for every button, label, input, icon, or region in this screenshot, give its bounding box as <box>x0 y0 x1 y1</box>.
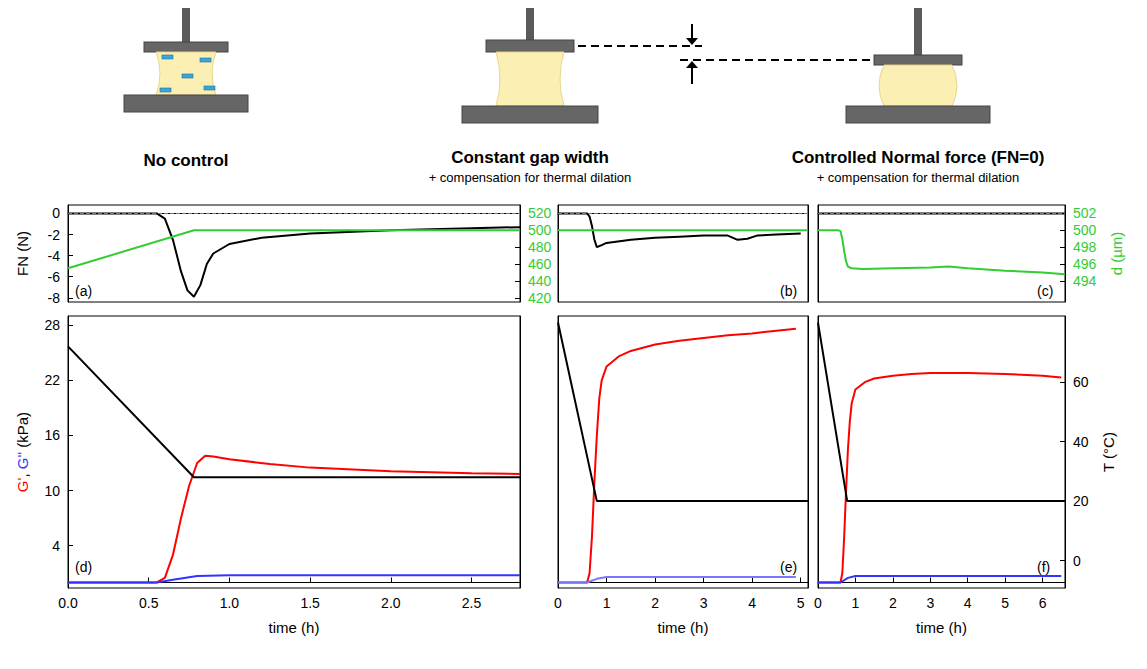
svg-text:-6: -6 <box>48 269 61 285</box>
svg-text:,: , <box>14 469 31 477</box>
svg-text:10: 10 <box>44 483 60 499</box>
svg-text:(c): (c) <box>1037 283 1053 299</box>
svg-text:G'': G'' <box>14 452 31 470</box>
svg-text:460: 460 <box>528 256 552 272</box>
svg-text:(kPa): (kPa) <box>14 412 31 452</box>
svg-text:5: 5 <box>1001 595 1009 611</box>
svg-text:16: 16 <box>44 427 60 443</box>
svg-text:No control: No control <box>144 151 229 170</box>
svg-text:20: 20 <box>1073 493 1089 509</box>
svg-text:494: 494 <box>1073 273 1097 289</box>
svg-text:1: 1 <box>852 595 860 611</box>
svg-text:(f): (f) <box>1037 559 1050 575</box>
svg-text:Constant gap width: Constant gap width <box>451 148 609 167</box>
svg-text:480: 480 <box>528 239 552 255</box>
svg-text:time (h): time (h) <box>916 619 967 636</box>
svg-text:2.0: 2.0 <box>381 595 401 611</box>
svg-text:0.0: 0.0 <box>58 595 78 611</box>
svg-text:4: 4 <box>964 595 972 611</box>
svg-text:3: 3 <box>926 595 934 611</box>
svg-text:1.0: 1.0 <box>220 595 240 611</box>
svg-text:520: 520 <box>528 205 552 221</box>
svg-text:0: 0 <box>1073 553 1081 569</box>
svg-text:22: 22 <box>44 372 60 388</box>
svg-text:2: 2 <box>889 595 897 611</box>
svg-text:500: 500 <box>1073 222 1097 238</box>
svg-text:5: 5 <box>797 595 805 611</box>
svg-text:FN (N): FN (N) <box>14 231 31 276</box>
svg-text:60: 60 <box>1073 374 1089 390</box>
svg-text:time (h): time (h) <box>658 619 709 636</box>
svg-text:T (°C): T (°C) <box>1100 432 1117 472</box>
svg-text:d (µm): d (µm) <box>1108 232 1125 276</box>
svg-text:40: 40 <box>1073 434 1089 450</box>
svg-text:-2: -2 <box>48 227 61 243</box>
svg-text:2: 2 <box>651 595 659 611</box>
svg-text:time (h): time (h) <box>269 619 320 636</box>
svg-text:Controlled Normal force (FN=0): Controlled Normal force (FN=0) <box>792 148 1045 167</box>
svg-text:0.5: 0.5 <box>139 595 159 611</box>
svg-text:(b): (b) <box>780 283 797 299</box>
svg-text:-8: -8 <box>48 290 61 306</box>
svg-text:+ compensation for thermal dil: + compensation for thermal dilation <box>817 170 1020 185</box>
svg-text:498: 498 <box>1073 239 1097 255</box>
svg-text:496: 496 <box>1073 256 1097 272</box>
svg-text:4: 4 <box>748 595 756 611</box>
svg-text:0: 0 <box>554 595 562 611</box>
svg-text:2.5: 2.5 <box>462 595 482 611</box>
svg-text:0: 0 <box>814 595 822 611</box>
svg-text:(a): (a) <box>75 283 92 299</box>
svg-text:6: 6 <box>1039 595 1047 611</box>
svg-text:28: 28 <box>44 317 60 333</box>
svg-text:0: 0 <box>52 205 60 221</box>
svg-text:502: 502 <box>1073 205 1097 221</box>
svg-text:3: 3 <box>700 595 708 611</box>
svg-text:440: 440 <box>528 273 552 289</box>
svg-text:G': G' <box>14 477 31 492</box>
svg-text:(d): (d) <box>75 559 92 575</box>
svg-text:(e): (e) <box>780 559 797 575</box>
svg-text:-4: -4 <box>48 248 61 264</box>
svg-text:4: 4 <box>52 538 60 554</box>
svg-text:500: 500 <box>528 222 552 238</box>
svg-text:420: 420 <box>528 290 552 306</box>
svg-text:1: 1 <box>603 595 611 611</box>
svg-text:+ compensation for thermal dil: + compensation for thermal dilation <box>429 170 632 185</box>
svg-text:1.5: 1.5 <box>300 595 320 611</box>
